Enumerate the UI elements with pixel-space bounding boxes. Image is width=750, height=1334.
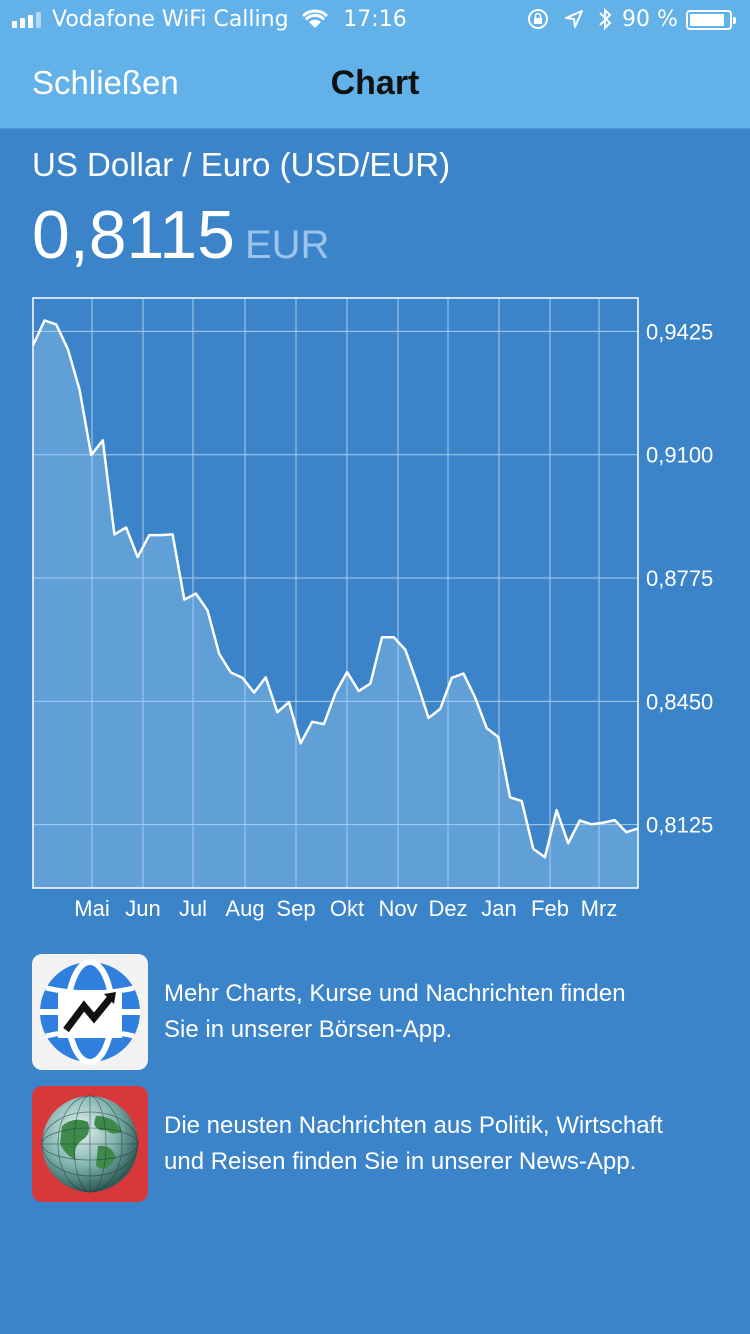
- bluetooth-icon: [599, 7, 612, 31]
- close-button[interactable]: Schließen: [32, 64, 179, 101]
- signal-icon: [12, 12, 41, 28]
- boerse-app-promo[interactable]: Mehr Charts, Kurse und Nachrichten finde…: [32, 954, 722, 1072]
- status-icons: [526, 7, 612, 31]
- exchange-rate-value: 0,8115: [32, 197, 235, 273]
- x-tick-label: Feb: [531, 896, 569, 921]
- x-tick-label: Jun: [125, 896, 160, 921]
- chart-series-line: [31, 319, 639, 859]
- battery-icon: [686, 10, 736, 30]
- currency-pair-title: US Dollar / Euro (USD/EUR): [32, 146, 451, 183]
- x-tick-label: Mai: [74, 896, 109, 921]
- x-tick-label: Mrz: [581, 896, 618, 921]
- y-tick-label: 0,9425: [646, 319, 713, 344]
- chart-area-fill: [33, 320, 638, 888]
- rotation-lock-icon: [528, 9, 548, 29]
- boerse-app-promo-text: Mehr Charts, Kurse und Nachrichten finde…: [164, 980, 626, 1043]
- battery-percent: 90 %: [622, 7, 678, 32]
- news-app-promo-text: Die neusten Nachrichten aus Politik, Wir…: [164, 1112, 663, 1175]
- exchange-rate-unit: EUR: [244, 223, 330, 267]
- x-tick-label: Sep: [276, 896, 315, 921]
- x-tick-label: Jan: [481, 896, 516, 921]
- navigation-bar: Schließen Chart: [0, 40, 750, 129]
- y-tick-label: 0,8125: [646, 813, 713, 838]
- chart-frame: [32, 297, 639, 889]
- exchange-rate-chart: 0,9425 0,9100 0,8775 0,8450 0,8125 Mai Jun Jul A…: [31, 297, 713, 921]
- x-tick-label: Nov: [378, 896, 417, 921]
- status-time: 17:16: [343, 7, 407, 32]
- y-tick-label: 0,9100: [646, 443, 713, 468]
- y-tick-label: 0,8450: [646, 689, 713, 714]
- carrier-label: Vodafone WiFi Calling: [52, 7, 289, 32]
- news-app-globe-icon[interactable]: [32, 1086, 148, 1202]
- x-tick-label: Aug: [225, 896, 264, 921]
- x-tick-label: Dez: [428, 896, 467, 921]
- x-tick-label: Jul: [179, 896, 207, 921]
- boerse-app-icon[interactable]: [32, 954, 148, 1070]
- page-title: Chart: [330, 64, 420, 102]
- location-icon: [565, 10, 583, 28]
- news-app-promo[interactable]: Die neusten Nachrichten aus Politik, Wir…: [32, 1086, 722, 1204]
- wifi-icon: [301, 9, 329, 28]
- x-tick-label: Okt: [330, 896, 364, 921]
- exchange-rate: 0,8115 EUR: [32, 196, 329, 274]
- y-tick-label: 0,8775: [646, 566, 713, 591]
- status-bar: Vodafone WiFi Calling 17:16 90 %: [0, 0, 750, 40]
